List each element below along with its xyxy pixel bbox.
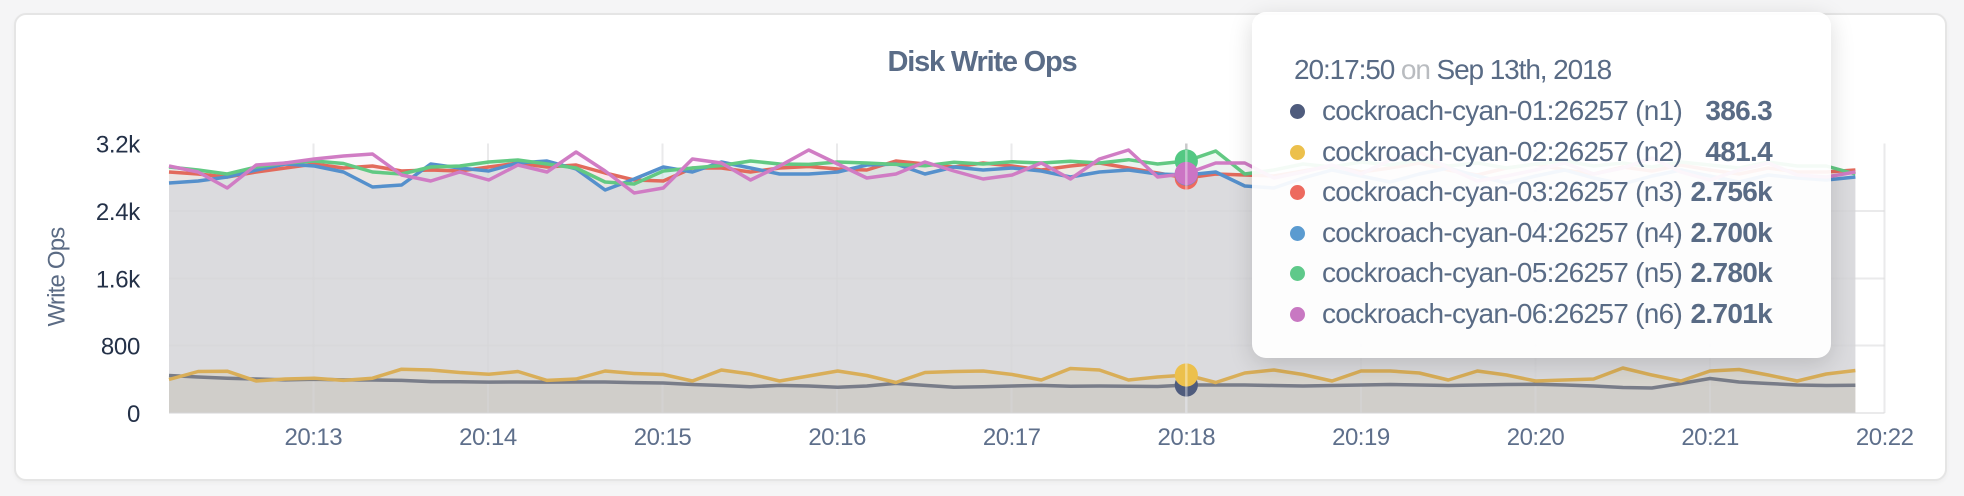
svg-text:0: 0	[127, 401, 140, 428]
svg-text:20:16: 20:16	[808, 424, 866, 451]
svg-text:3.2k: 3.2k	[96, 132, 141, 159]
svg-text:20:13: 20:13	[285, 424, 343, 451]
svg-text:20:14: 20:14	[459, 424, 517, 451]
svg-text:800: 800	[101, 334, 140, 361]
svg-text:20:15: 20:15	[634, 424, 692, 451]
svg-text:1.6k: 1.6k	[96, 266, 141, 293]
svg-text:Write Ops: Write Ops	[44, 227, 71, 327]
svg-text:20:19: 20:19	[1332, 424, 1390, 451]
svg-text:2.4k: 2.4k	[96, 199, 141, 226]
svg-text:20:20: 20:20	[1507, 424, 1565, 451]
svg-text:20:22: 20:22	[1856, 424, 1914, 451]
svg-text:20:18: 20:18	[1158, 424, 1216, 451]
svg-text:20:21: 20:21	[1681, 424, 1739, 451]
svg-text:20:17: 20:17	[983, 424, 1041, 451]
